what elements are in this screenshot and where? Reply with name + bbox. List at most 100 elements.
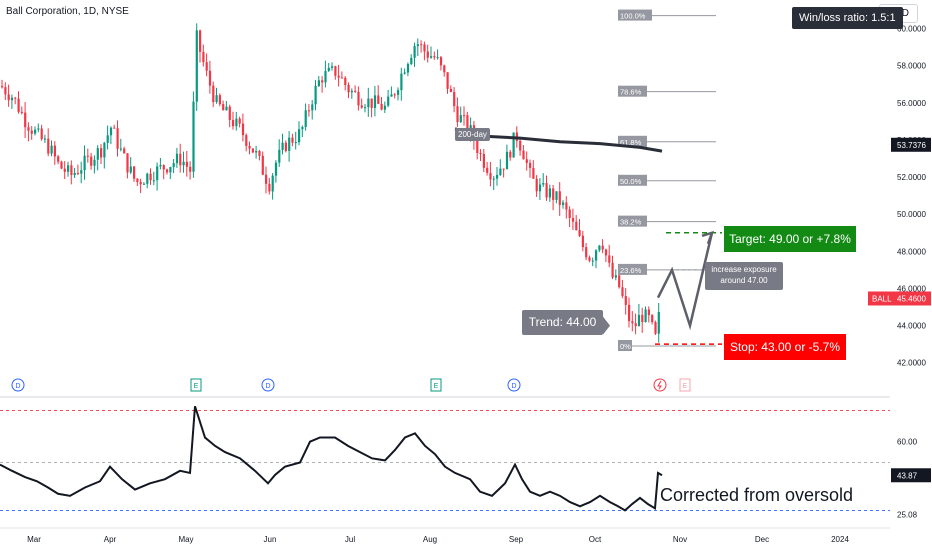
candle-body [565,202,568,210]
candle-body [519,140,522,151]
candle-body [604,249,608,256]
candle-body [651,315,654,323]
candle-body [588,257,591,261]
bolt-icon [657,380,662,390]
candle-body [27,127,30,131]
candle-body [10,97,14,101]
candle-body [225,106,228,111]
candle-body [284,142,287,151]
candle-body [443,65,446,73]
candle-body [146,173,149,184]
time-tick-label: Jun [264,535,277,544]
time-tick-label: Oct [589,535,602,544]
candle-body [238,118,241,124]
candle-body [261,155,264,175]
candle-body [278,149,281,163]
candle-body [307,110,311,112]
candle-body [149,173,152,181]
candle-body [555,191,558,200]
candle-body [90,156,93,166]
candle-body [268,183,271,192]
candle-body [73,172,76,176]
candle-body [522,150,525,160]
candle-body [529,162,532,168]
candle-body [314,86,317,105]
candle-body [585,247,588,258]
fib-label-bg [618,340,632,352]
price-axis: 60.000058.000056.000054.000052.000050.00… [868,25,931,368]
candle-body [433,56,436,58]
fib-label: 23.6% [620,266,642,275]
candle-body [383,105,386,110]
fib-label-bg [618,135,647,147]
split-marker [653,378,667,392]
candle-body [60,161,63,169]
earnings-marker-glyph: E [434,383,439,390]
candle-body [390,94,393,97]
candle-body [347,85,350,93]
dividend-marker [507,378,521,392]
time-tick-label: 2024 [831,535,849,544]
rsi-annotation: Corrected from oversold [660,485,854,505]
time-tick-label: Jul [345,535,355,544]
candle-body [542,183,545,185]
candle-body [156,166,159,181]
candle-body [288,137,291,151]
candle-body [311,104,314,111]
candle-body [1,86,4,88]
price-tick-label: 60.0000 [897,25,926,34]
candle-body [53,145,56,157]
candle-body [509,151,512,158]
candle-body [304,110,307,127]
grid-lines [0,396,890,529]
candle-body [618,275,621,288]
candle-body [413,46,416,58]
candle-body [357,91,360,106]
candle-body [532,167,535,179]
candle-body [241,123,245,136]
candle-body [416,44,419,47]
candle-body [466,115,469,133]
candle-body [34,129,37,134]
candle-body [525,159,528,163]
fib-label: 38.2% [620,218,642,227]
candle-body [459,115,462,123]
candle-body [67,165,70,172]
candle-body [476,140,479,153]
candle-body [331,66,334,68]
candle-body [377,95,380,104]
candle-body [195,30,198,102]
candle-body [232,119,235,127]
earnings-marker [430,378,442,392]
candle-body [548,188,551,198]
candle-body [30,130,33,134]
ma-200-label: 200-day [455,128,490,141]
candle-body [24,112,27,128]
last-price-value: 45.4600 [897,294,926,303]
candle-body [142,183,146,185]
candle-body [489,172,492,180]
candle-body [420,44,423,46]
candle-body [189,166,192,172]
candle-body [624,296,627,305]
candle-body [182,161,185,166]
candle-body [14,97,17,99]
price-tick-label: 42.0000 [897,359,926,368]
price-tick-label: 44.0000 [897,322,926,331]
fib-label-bg [618,263,647,275]
candle-body [628,304,631,322]
time-tick-label: Dec [755,535,769,544]
candle-body [248,145,251,149]
candle-body [116,128,119,149]
candle-body [271,175,274,192]
candle-body [17,98,20,112]
candle-body [93,159,96,166]
candle-body [20,111,23,113]
candle-body [344,77,347,86]
candle-body [581,235,584,248]
candle-body [212,85,215,102]
fib-label-bg [618,174,647,186]
candle-body [505,151,509,170]
candle-body [479,152,482,154]
candle-body [641,314,644,323]
